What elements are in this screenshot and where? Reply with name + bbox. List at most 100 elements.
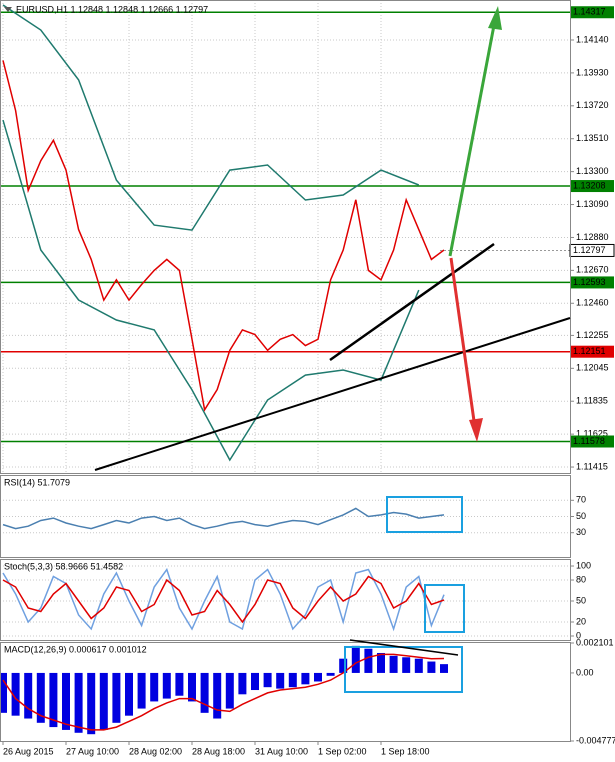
y-tick-label: 1.12045 xyxy=(576,363,609,373)
down-arrow-head xyxy=(469,418,483,442)
histogram-bar xyxy=(263,672,272,688)
y-tick-label: 20 xyxy=(576,616,586,626)
histogram-bar xyxy=(24,672,33,719)
x-tick-label: 31 Aug 10:00 xyxy=(255,746,308,756)
y-tick-label: 50 xyxy=(576,511,586,521)
series-line xyxy=(2,119,420,462)
x-tick-label: 26 Aug 2015 xyxy=(3,746,54,756)
series-line xyxy=(2,507,445,530)
panel-frames xyxy=(0,0,571,742)
histogram-bar xyxy=(112,672,121,723)
panel-frame xyxy=(0,642,571,742)
panel-title: RSI(14) 51.7079 xyxy=(4,477,70,487)
histogram-bar xyxy=(301,672,310,685)
level-label: 1.14317 xyxy=(573,7,606,17)
y-tick-label: 1.12255 xyxy=(576,330,609,340)
y-tick-label: 1.13930 xyxy=(576,67,609,77)
y-tick-label: 50 xyxy=(576,595,586,605)
y-tick-label: 100 xyxy=(576,560,591,570)
y-tick-label: 1.13720 xyxy=(576,100,609,110)
y-tick-label: 1.13090 xyxy=(576,199,609,209)
level-label: 1.12593 xyxy=(573,277,606,287)
histogram-bar xyxy=(389,655,398,673)
level-label-box xyxy=(570,345,614,358)
histogram-bar xyxy=(49,672,58,728)
y-tick-label: 1.11625 xyxy=(576,429,608,439)
x-tick-label: 1 Sep 02:00 xyxy=(318,746,367,756)
panel-title: MACD(12,26,9) 0.000617 0.001012 xyxy=(4,644,147,654)
x-tick-label: 28 Aug 02:00 xyxy=(129,746,182,756)
highlight-box xyxy=(424,584,465,633)
y-tick-label: 70 xyxy=(576,495,586,505)
histogram-bar xyxy=(150,672,159,702)
y-tick-label: 1.14140 xyxy=(576,34,609,44)
level-label: 1.11578 xyxy=(573,436,605,446)
y-tick-label: 0.00 xyxy=(576,667,594,677)
histogram-bar xyxy=(440,664,448,673)
histogram-bar xyxy=(213,672,222,719)
histogram-bar xyxy=(276,672,285,689)
series-line xyxy=(2,575,445,624)
level-label-box xyxy=(570,6,614,19)
histogram-bar xyxy=(351,645,360,673)
series-line xyxy=(2,653,445,731)
histogram-bar xyxy=(377,652,385,673)
trend-line xyxy=(94,317,571,471)
series-line xyxy=(2,567,445,632)
menu-icon xyxy=(4,7,12,12)
panel-frame xyxy=(0,0,571,474)
histogram-bar xyxy=(125,672,133,716)
histogram-bar xyxy=(200,672,209,713)
histogram-bar xyxy=(175,672,184,696)
histogram-bar xyxy=(288,672,297,688)
y-tick-label: 1.13300 xyxy=(576,166,609,176)
level-label: 1.12151 xyxy=(573,346,606,356)
histogram-bar xyxy=(251,672,259,691)
histogram-bar xyxy=(225,672,234,709)
divergence-line xyxy=(349,639,459,656)
y-tick-label: -0.004777 xyxy=(576,735,615,745)
down-arrow xyxy=(449,257,477,429)
panel-title: Stoch(5,3,3) 58.9666 51.4582 xyxy=(4,561,123,571)
histogram-bar xyxy=(414,658,423,673)
histogram-bar xyxy=(36,672,45,723)
level-label-box xyxy=(570,180,614,193)
histogram-bar xyxy=(364,648,373,673)
panel-title: EURUSD,H1 1.12848 1.12848 1.12666 1.1279… xyxy=(16,4,208,14)
up-arrow xyxy=(448,19,497,257)
histogram-bar xyxy=(87,672,96,735)
histogram-bar xyxy=(339,658,348,673)
level-label: 1.13208 xyxy=(573,180,606,190)
highlight-box xyxy=(386,496,463,533)
histogram-bar xyxy=(11,672,20,716)
panel-frame xyxy=(0,475,571,558)
histogram-bar xyxy=(74,672,83,733)
histogram-bar xyxy=(99,672,108,730)
histogram-bar xyxy=(314,672,322,682)
histogram-bar xyxy=(162,672,171,699)
y-tick-label: 1.11835 xyxy=(576,396,608,406)
level-label-box xyxy=(570,435,614,448)
last-price-label: 1.12797 xyxy=(573,245,606,255)
y-tick-label: 0 xyxy=(576,630,581,640)
level-label-box xyxy=(570,276,614,289)
trend-line xyxy=(329,242,495,362)
y-tick-label: 0.002101 xyxy=(576,637,614,647)
y-tick-label: 30 xyxy=(576,527,586,537)
histogram-bar xyxy=(0,672,7,713)
histogram-bar xyxy=(238,672,247,695)
histogram-bar xyxy=(188,672,196,702)
y-tick-label: 1.11415 xyxy=(576,461,608,471)
histogram-bar xyxy=(326,672,335,676)
y-tick-label: 1.13510 xyxy=(576,133,609,143)
series-line xyxy=(2,4,420,231)
annotations xyxy=(4,6,571,693)
series-line xyxy=(2,60,445,412)
y-tick-label: 1.12460 xyxy=(576,298,609,308)
x-tick-label: 1 Sep 18:00 xyxy=(381,746,430,756)
y-tick-label: 1.12670 xyxy=(576,265,609,275)
histogram-bar xyxy=(137,672,146,709)
